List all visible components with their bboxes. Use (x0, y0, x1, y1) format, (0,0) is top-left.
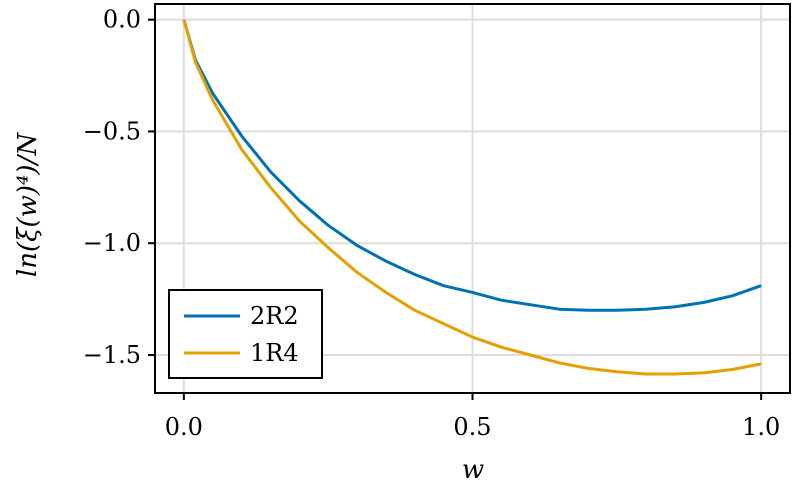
y-tick-label: −1.0 (83, 229, 141, 257)
x-tick-label: 0.0 (165, 413, 203, 441)
legend-label: 1R4 (250, 339, 299, 367)
axis-ticks: 0.0 0.5 1.0 0.0 −0.5 −1.0 −1.5 (83, 6, 781, 441)
y-axis-label: ln(ξ(w)⁴)/N (13, 132, 43, 277)
y-tick-label: −0.5 (83, 117, 141, 145)
x-axis-label: w (462, 455, 484, 485)
series-line-2r2 (182, 19, 762, 312)
x-tick-label: 1.0 (742, 413, 780, 441)
legend-label: 2R2 (250, 302, 299, 330)
legend-box (168, 289, 323, 379)
x-tick-label: 0.5 (453, 413, 491, 441)
y-tick-label: −1.5 (83, 341, 141, 369)
y-tick-label: 0.0 (103, 6, 141, 34)
series-lines (182, 19, 762, 376)
series-line-1r4 (182, 19, 762, 376)
